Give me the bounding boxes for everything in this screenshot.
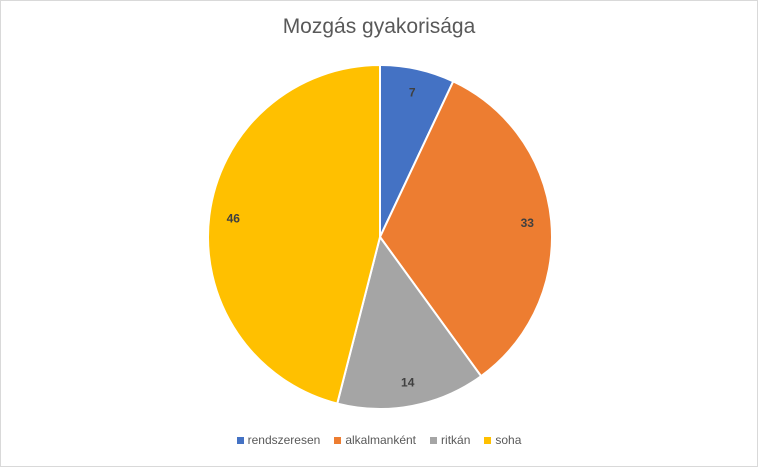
legend-swatch bbox=[334, 436, 342, 444]
pie-slice-soha bbox=[207, 63, 381, 405]
pie-slice-alkalmanként bbox=[378, 80, 553, 378]
legend-swatch bbox=[430, 436, 438, 444]
data-label-alkalmanként: 33 bbox=[521, 216, 535, 230]
legend-swatch bbox=[484, 436, 492, 444]
legend-label: ritkán bbox=[441, 433, 471, 447]
legend-item-soha: soha bbox=[484, 433, 521, 447]
legend-label: alkalmanként bbox=[345, 433, 417, 447]
data-label-rendszeresen: 7 bbox=[409, 86, 416, 100]
legend-item-ritkán: ritkán bbox=[430, 433, 470, 447]
pie-slice-ritkán bbox=[336, 234, 483, 410]
legend-swatch bbox=[236, 436, 244, 444]
chart-legend: rendszeresen alkalmanként ritkán soha bbox=[1, 433, 757, 447]
legend-item-alkalmanként: alkalmanként bbox=[334, 433, 416, 447]
legend-item-rendszeresen: rendszeresen bbox=[236, 433, 321, 447]
legend-label: soha bbox=[495, 433, 522, 447]
chart-title: Mozgás gyakorisága bbox=[282, 15, 476, 38]
data-label-ritkán: 14 bbox=[401, 375, 415, 389]
legend-label: rendszeresen bbox=[247, 433, 321, 447]
data-label-soha: 46 bbox=[227, 211, 241, 225]
